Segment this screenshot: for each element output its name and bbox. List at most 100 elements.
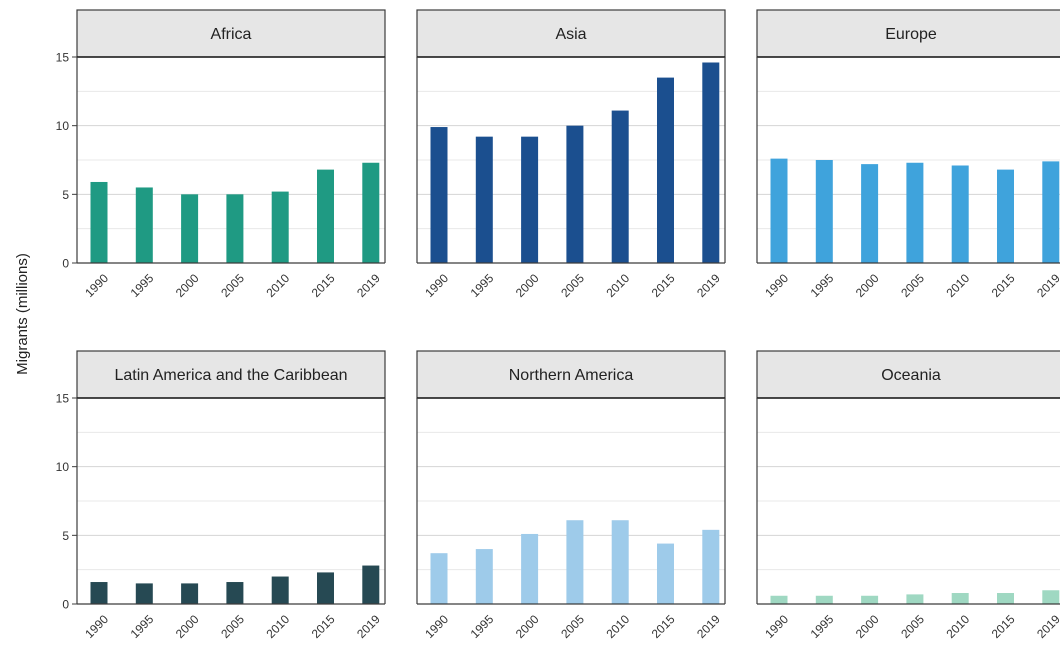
panel-europe-xtick-label-1995: 1995 — [808, 271, 837, 300]
panel-asia-xtick-label-1990: 1990 — [422, 271, 451, 300]
panel-latin-america-and-the-caribbean-bar-2005 — [226, 582, 244, 604]
panel-europe-bar-1990 — [770, 158, 788, 263]
panel-asia-bar-1990 — [430, 127, 448, 263]
panel-africa-xtick-label-2010: 2010 — [263, 271, 292, 300]
panel-latin-america-and-the-caribbean-bar-1990 — [90, 582, 108, 604]
panel-asia-bar-2015 — [657, 77, 674, 263]
panel-europe-bar-1995 — [815, 160, 833, 263]
panel-africa-ytick-label-10: 10 — [56, 119, 70, 133]
panel-latin-america-and-the-caribbean-xtick-label-1995: 1995 — [128, 612, 157, 641]
panel-latin-america-and-the-caribbean-xtick-label-2005: 2005 — [218, 612, 247, 641]
panel-northern-america-title: Northern America — [509, 367, 634, 384]
panel-northern-america-xtick-label-2005: 2005 — [558, 612, 587, 641]
panel-northern-america-bar-1995 — [475, 549, 493, 604]
panel-africa-header — [76, 9, 386, 58]
panel-northern-america-bar-2000 — [521, 533, 539, 604]
panel-latin-america-and-the-caribbean-ytick-label-10: 10 — [56, 460, 70, 474]
panel-northern-america-xtick-label-1990: 1990 — [422, 612, 451, 641]
panel-latin-america-and-the-caribbean-bar-2000 — [181, 583, 199, 604]
panel-africa-ytick-label-0: 0 — [62, 257, 69, 271]
panel-asia-bar-2000 — [521, 136, 539, 263]
panel-latin-america-and-the-caribbean-xtick-label-2019: 2019 — [354, 612, 383, 641]
panel-africa-ytick-label-5: 5 — [62, 188, 69, 202]
panel-latin-america-and-the-caribbean-title: Latin America and the Caribbean — [114, 367, 347, 384]
panel-northern-america-xtick-label-2015: 2015 — [649, 612, 678, 641]
panel-africa-xtick-label-2000: 2000 — [173, 271, 202, 300]
panel-latin-america-and-the-caribbean-ytick-label-5: 5 — [62, 529, 69, 543]
panel-africa-bar-2019 — [362, 162, 380, 263]
panel-africa-ytick-label-15: 15 — [56, 51, 70, 65]
panel-northern-america-bar-1990 — [430, 553, 448, 604]
panel-africa-bar-2005 — [226, 194, 244, 263]
panel-oceania-bar-2010 — [951, 593, 969, 604]
panel-oceania-xtick-label-1990: 1990 — [762, 612, 791, 641]
panel-oceania-xtick-label-2005: 2005 — [898, 612, 927, 641]
panel-latin-america-and-the-caribbean-xtick-label-1990: 1990 — [82, 612, 111, 641]
panel-oceania-xtick-label-2000: 2000 — [853, 612, 882, 641]
panel-europe-header — [756, 9, 1060, 58]
panel-africa-xtick-label-1995: 1995 — [128, 271, 157, 300]
panel-latin-america-and-the-caribbean-bar-2019 — [362, 565, 380, 604]
panel-europe-xtick-label-2000: 2000 — [853, 271, 882, 300]
panel-asia-xtick-label-1995: 1995 — [468, 271, 497, 300]
panel-oceania-header — [756, 350, 1060, 399]
panel-europe-xtick-label-2019: 2019 — [1034, 271, 1060, 300]
y-axis-label: Migrants (millions) — [14, 253, 31, 375]
panel-asia-xtick-label-2000: 2000 — [513, 271, 542, 300]
panel-africa-bar-2000 — [181, 194, 199, 263]
panel-oceania-bar-2015 — [997, 593, 1014, 604]
panel-africa-title: Africa — [211, 26, 252, 43]
panel-africa-bar-1990 — [90, 181, 108, 263]
panel-latin-america-and-the-caribbean-xtick-label-2000: 2000 — [173, 612, 202, 641]
panel-africa-xtick-label-2015: 2015 — [309, 271, 338, 300]
panel-oceania-xtick-label-2015: 2015 — [989, 612, 1018, 641]
panel-latin-america-and-the-caribbean-xtick-label-2010: 2010 — [263, 612, 292, 641]
panel-europe-xtick-label-2010: 2010 — [943, 271, 972, 300]
panel-latin-america-and-the-caribbean-ytick-label-0: 0 — [62, 598, 69, 612]
panel-latin-america-and-the-caribbean-xtick-label-2015: 2015 — [309, 612, 338, 641]
panel-africa-xtick-label-1990: 1990 — [82, 271, 111, 300]
panel-europe-title: Europe — [885, 26, 937, 43]
panel-europe-bar-2005 — [906, 162, 924, 263]
panel-asia-bar-2019 — [702, 62, 720, 263]
panel-oceania-bar-2005 — [906, 594, 924, 604]
panel-asia-bar-2005 — [566, 125, 584, 264]
panel-oceania-xtick-label-1995: 1995 — [808, 612, 837, 641]
panel-latin-america-and-the-caribbean-bar-1995 — [135, 583, 153, 604]
panel-europe-bar-2000 — [861, 164, 879, 263]
panel-europe-bar-2015 — [997, 169, 1014, 263]
panel-oceania-xtick-label-2019: 2019 — [1034, 612, 1060, 641]
panel-northern-america-xtick-label-2000: 2000 — [513, 612, 542, 641]
panel-northern-america-xtick-label-1995: 1995 — [468, 612, 497, 641]
panel-oceania-bar-1990 — [770, 595, 788, 604]
panel-northern-america-xtick-label-2019: 2019 — [694, 612, 723, 641]
panel-asia-bar-2010 — [611, 110, 629, 263]
panel-africa-xtick-label-2019: 2019 — [354, 271, 383, 300]
panel-africa-xtick-label-2005: 2005 — [218, 271, 247, 300]
panel-europe-bar-2010 — [951, 165, 969, 263]
panel-oceania-bar-2019 — [1042, 590, 1060, 604]
panel-northern-america-xtick-label-2010: 2010 — [603, 612, 632, 641]
panel-africa-bar-2015 — [317, 169, 334, 263]
panel-europe-xtick-label-2005: 2005 — [898, 271, 927, 300]
panel-oceania-title: Oceania — [881, 367, 941, 384]
panel-latin-america-and-the-caribbean-ytick-label-15: 15 — [56, 392, 70, 406]
panel-northern-america-bar-2015 — [657, 543, 674, 604]
panel-asia-xtick-label-2005: 2005 — [558, 271, 587, 300]
panel-oceania-bar-1995 — [815, 595, 833, 604]
panel-europe-xtick-label-2015: 2015 — [989, 271, 1018, 300]
panel-asia-title: Asia — [555, 26, 586, 43]
panel-oceania-bar-2000 — [861, 595, 879, 604]
panel-latin-america-and-the-caribbean-bar-2010 — [271, 576, 289, 604]
panel-europe-bar-2019 — [1042, 161, 1060, 263]
panel-africa-bar-1995 — [135, 187, 153, 263]
panel-latin-america-and-the-caribbean-bar-2015 — [317, 572, 334, 604]
panel-asia-xtick-label-2010: 2010 — [603, 271, 632, 300]
panel-oceania-xtick-label-2010: 2010 — [943, 612, 972, 641]
panel-northern-america-bar-2010 — [611, 520, 629, 604]
panel-europe-xtick-label-1990: 1990 — [762, 271, 791, 300]
panel-asia-xtick-label-2015: 2015 — [649, 271, 678, 300]
panel-asia-xtick-label-2019: 2019 — [694, 271, 723, 300]
panel-asia-bar-1995 — [475, 136, 493, 263]
